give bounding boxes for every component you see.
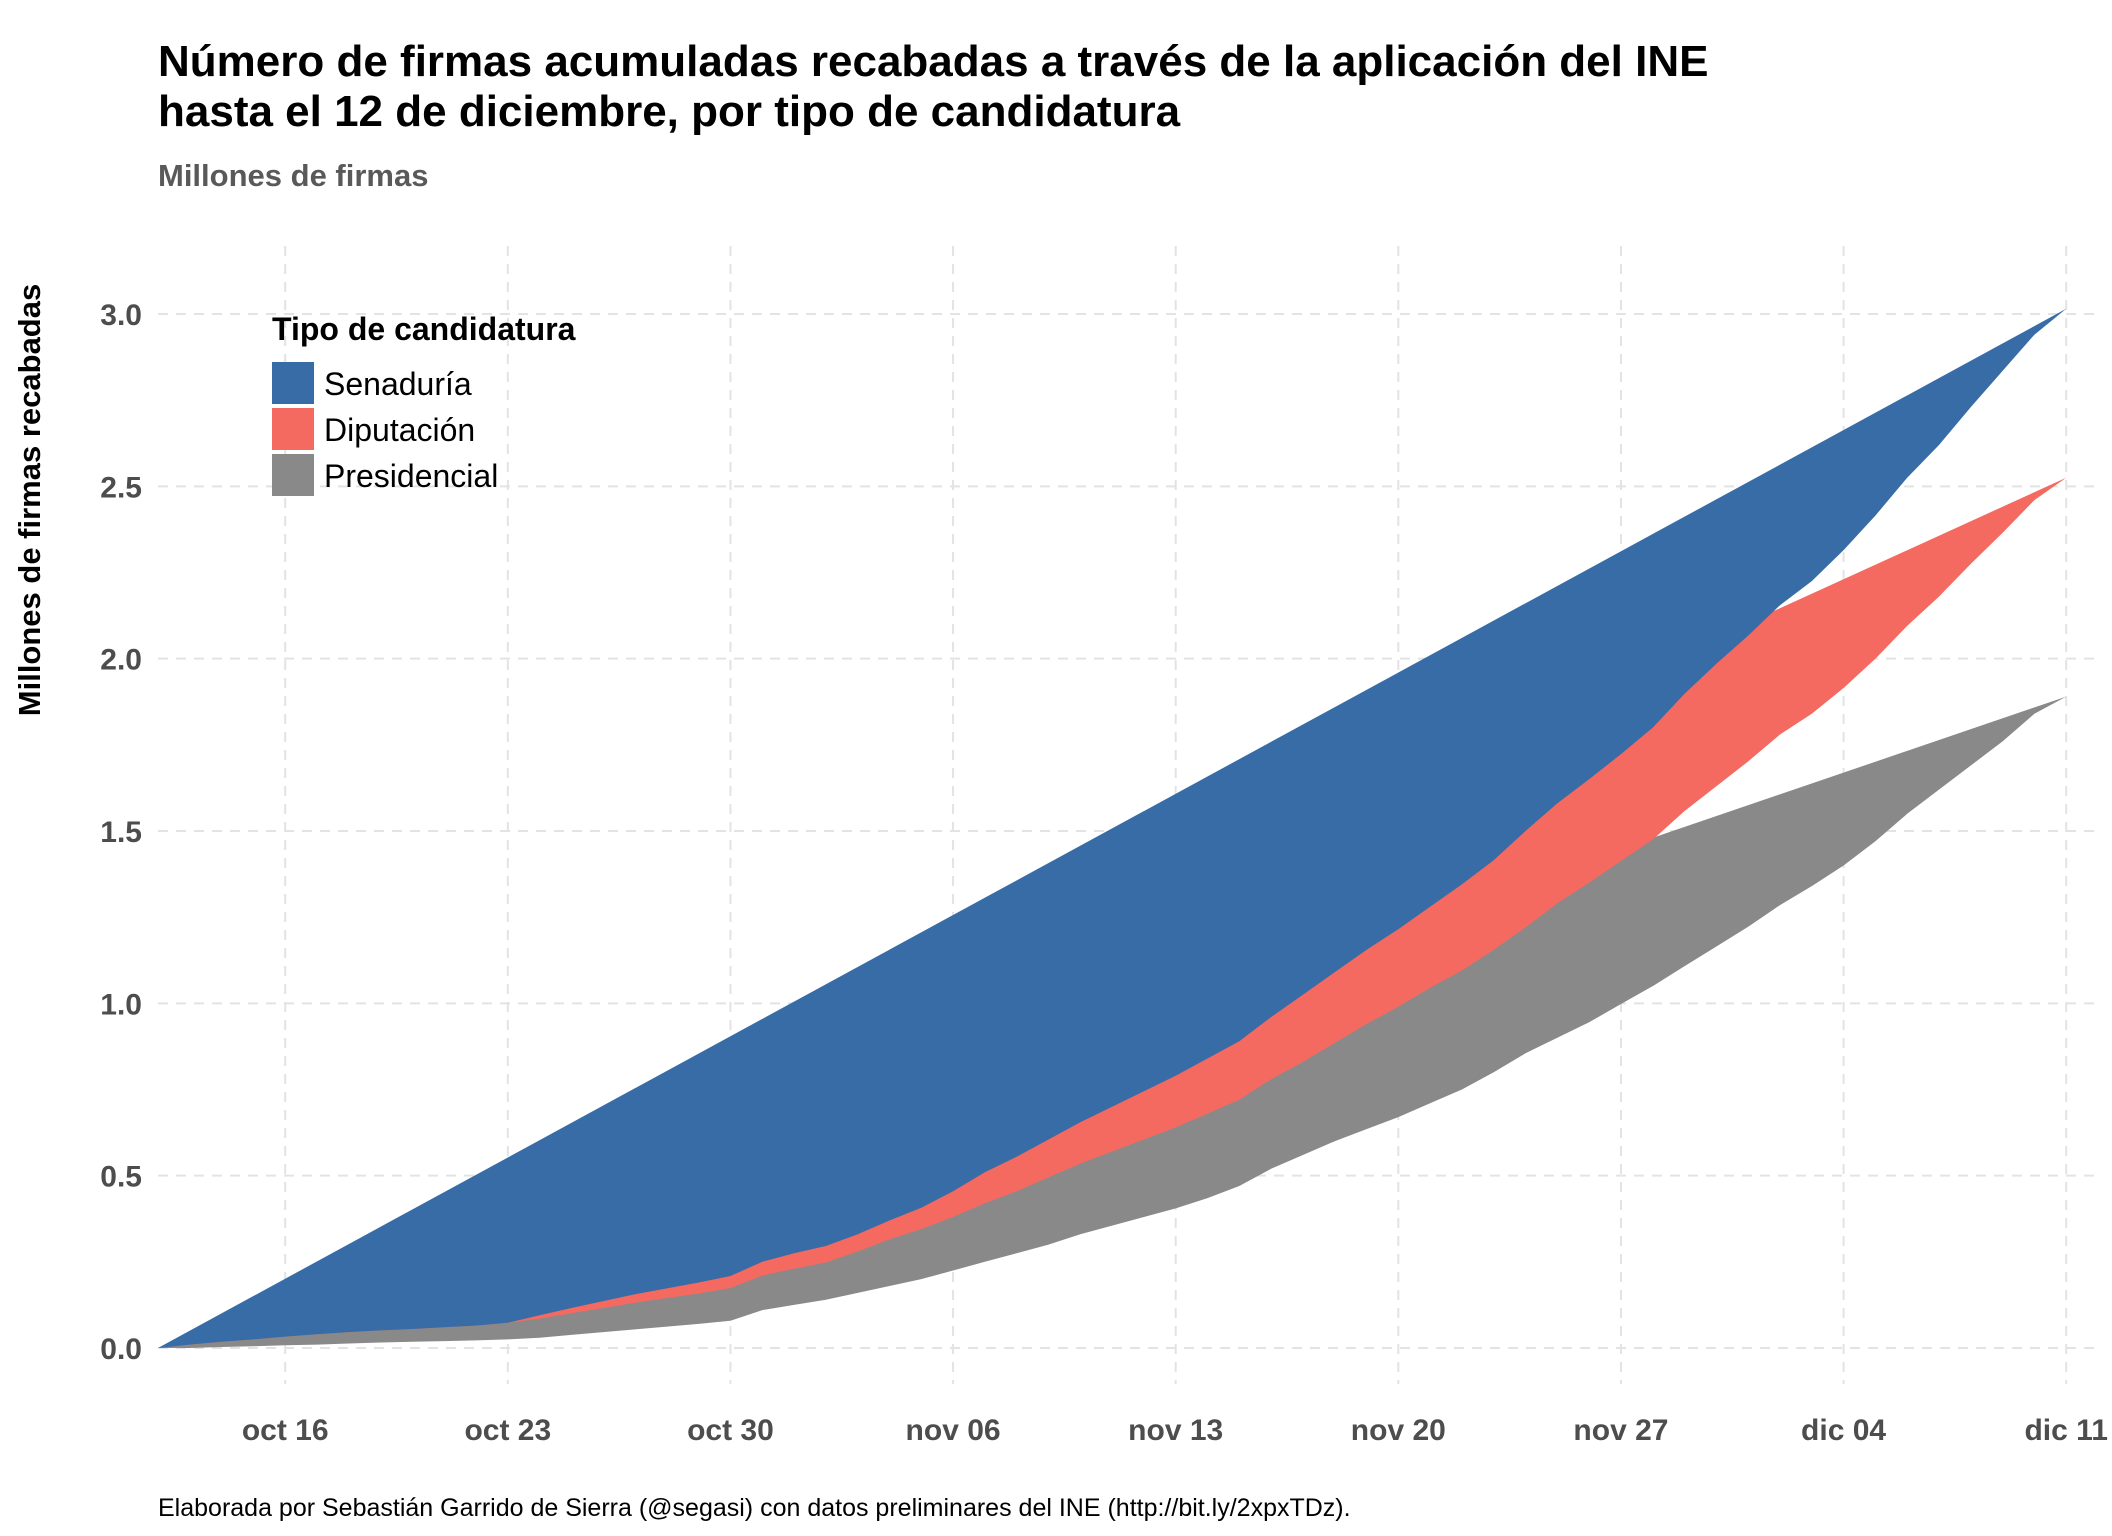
y-tick-label: 0.5 [100, 1161, 142, 1194]
y-tick-label: 1.0 [100, 988, 142, 1021]
area-series [158, 308, 2067, 1348]
x-tick-label: oct 23 [464, 1414, 551, 1447]
caption: Elaborada por Sebastián Garrido de Sierr… [158, 1494, 1351, 1522]
y-tick-label: 0.0 [100, 1333, 142, 1366]
x-tick-label: nov 27 [1573, 1414, 1668, 1447]
y-tick-label: 2.5 [100, 471, 142, 504]
y-tick-label: 2.0 [100, 644, 142, 677]
legend-swatch-diputacion [272, 408, 314, 450]
y-tick-label: 3.0 [100, 299, 142, 332]
y-axis-label: Millones de firmas recabadas [12, 284, 47, 716]
legend: Tipo de candidatura Senaduría Diputación P… [272, 311, 576, 496]
chart-title-line1: Número de firmas acumuladas recabadas a … [158, 37, 1708, 86]
chart-title-line2: hasta el 12 de diciembre, por tipo de ca… [158, 87, 1181, 136]
legend-swatch-presidencial [272, 454, 314, 496]
legend-label-senaduria: Senaduría [324, 366, 472, 402]
x-tick-label: oct 16 [242, 1414, 329, 1447]
y-tick-label: 1.5 [100, 816, 142, 849]
legend-label-diputacion: Diputación [324, 412, 475, 448]
legend-title: Tipo de candidatura [272, 311, 576, 347]
chart-subtitle: Millones de firmas [158, 158, 428, 193]
x-tick-label: nov 13 [1128, 1414, 1223, 1447]
legend-label-presidencial: Presidencial [324, 458, 498, 494]
x-tick-label: dic 11 [2024, 1414, 2107, 1447]
x-tick-label: nov 20 [1351, 1414, 1446, 1447]
x-tick-label: nov 06 [906, 1414, 1001, 1447]
x-tick-label: oct 30 [687, 1414, 774, 1447]
area-senaduria [158, 308, 2067, 1348]
axis-ticks: 0.0 0.5 1.0 1.5 2.0 2.5 3.0 oct 16 oct 23 oct 30 n… [100, 299, 2108, 1447]
legend-swatch-senaduria [272, 362, 314, 404]
x-tick-label: dic 04 [1801, 1414, 1886, 1447]
